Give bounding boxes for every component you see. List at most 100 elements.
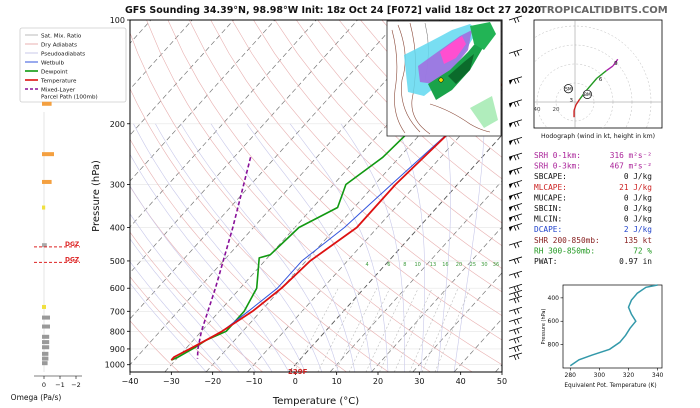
dry-adiabat-line xyxy=(338,20,502,180)
wind-barb-staff xyxy=(508,256,523,262)
wind-barb-pennant xyxy=(509,194,513,201)
hodograph-segment xyxy=(575,98,581,106)
x-tick-label: −10 xyxy=(246,377,263,386)
legend-label: Pseudoadiabats xyxy=(41,51,85,57)
legend-label: Sat. Mix. Ratio xyxy=(41,33,82,39)
mix-ratio-label: 10 xyxy=(414,262,420,268)
wind-barb-flag xyxy=(513,169,517,175)
omega-bar xyxy=(42,340,50,345)
dry-adiabat-line xyxy=(317,20,502,202)
theta-e-x-tick-label: 280 xyxy=(565,372,577,379)
legend-label: Dewpoint xyxy=(41,69,68,75)
parcel-path-line xyxy=(196,157,252,359)
wind-barb-pennant xyxy=(509,139,513,146)
wind-barb-flag xyxy=(516,224,520,230)
omega-bar xyxy=(42,243,47,248)
isotherm-line xyxy=(130,20,193,90)
storm-motion-label: SM xyxy=(565,87,572,93)
y-tick-label: 500 xyxy=(110,257,125,266)
wind-barb-flag xyxy=(513,51,517,57)
wind-barb-flag xyxy=(516,291,520,297)
index-label: MLCIN: xyxy=(534,215,562,224)
wind-barb-flag xyxy=(513,79,517,84)
wind-barb-flag xyxy=(513,122,517,127)
wind-barb-flag xyxy=(516,50,520,56)
x-tick-label: −40 xyxy=(122,377,139,386)
wind-barb-flag xyxy=(516,121,520,126)
wind-barb-flag xyxy=(516,258,520,264)
wind-barb-pennant xyxy=(509,182,513,189)
wind-barb-staff xyxy=(508,326,523,332)
wind-barb-pennant xyxy=(509,206,513,212)
pseudoadiabat-line xyxy=(130,261,223,372)
hodograph-segment xyxy=(612,58,619,67)
wind-barb-flag xyxy=(513,139,517,145)
mix-ratio-label: 4 xyxy=(365,262,368,268)
index-label: SRH 0-1km: xyxy=(534,151,581,160)
omega-bar xyxy=(42,152,54,157)
wind-barb-flag xyxy=(513,18,517,24)
wind-barb-staff xyxy=(508,317,523,323)
index-value: 0 J/kg xyxy=(624,172,652,181)
wind-barb-flag xyxy=(516,272,520,278)
pseudoadiabat-line xyxy=(133,123,306,372)
index-value: 72 % xyxy=(633,246,652,255)
hodograph-segment xyxy=(584,77,598,93)
index-label: MLCAPE: xyxy=(534,183,567,192)
wind-barb-staff xyxy=(508,344,523,350)
theta-e-y-label: Pressure (hPa) xyxy=(541,309,547,345)
index-label: SBCAPE: xyxy=(534,172,567,181)
hodograph-segment xyxy=(573,104,577,111)
mix-ratio-label: 13 xyxy=(430,262,436,268)
wind-barb-flag xyxy=(513,216,517,222)
index-value: 0 J/kg xyxy=(624,204,652,213)
isotherm-line xyxy=(288,134,502,372)
wind-barb-flag xyxy=(513,329,517,335)
wind-barb-flag xyxy=(516,354,520,360)
storm-motion-label: BM xyxy=(584,92,591,98)
wind-barb-flag xyxy=(513,338,517,344)
wind-barb-flag xyxy=(516,308,520,314)
omega-bar xyxy=(42,304,46,309)
wind-barb-flag xyxy=(513,286,517,292)
surface-temp-label: 229F xyxy=(288,368,308,376)
wind-barb-pennant xyxy=(509,226,513,232)
wind-barb-staff xyxy=(508,295,523,301)
theta-e-x-tick-label: 340 xyxy=(652,372,664,379)
dry-adiabat-line xyxy=(146,20,473,372)
temperature-line xyxy=(170,82,502,361)
hodograph-ring-label: 40 xyxy=(534,107,541,113)
x-axis-label: Temperature (°C) xyxy=(272,396,359,407)
omega-bar xyxy=(42,351,49,356)
index-value: 2 J/kg xyxy=(624,225,652,234)
legend-label: Parcel Path (100mb) xyxy=(41,94,98,100)
dry-adiabat-line xyxy=(231,20,502,293)
dry-adiabat-line xyxy=(130,231,263,372)
theta-e-x-tick-label: 320 xyxy=(623,372,635,379)
omega-bar xyxy=(42,361,48,366)
pseudoadiabat-line xyxy=(130,238,240,372)
pseudoadiabat-line xyxy=(394,123,425,372)
dry-adiabat-line xyxy=(274,20,502,247)
wind-barb-flag xyxy=(516,318,520,324)
index-value: 0.97 in xyxy=(619,257,652,266)
brand-watermark: TROPICALTIDBITS.COM xyxy=(540,5,668,16)
theta-e-line xyxy=(569,284,658,367)
dry-adiabat-line xyxy=(296,20,502,224)
y-tick-label: 700 xyxy=(110,307,125,316)
index-value: 0 J/kg xyxy=(624,193,652,202)
mix-ratio-label: 25 xyxy=(470,262,476,268)
y-tick-label: 100 xyxy=(110,16,125,25)
pseudoadiabat-line xyxy=(180,123,339,372)
dry-adiabat-line xyxy=(130,32,431,372)
wind-barb-staff xyxy=(508,15,523,21)
wind-barb-flag xyxy=(516,297,520,303)
theta-e-frame xyxy=(562,284,663,369)
pseudoadiabat-line xyxy=(289,123,389,372)
hodograph-segment xyxy=(596,70,607,79)
index-label: SBCIN: xyxy=(534,204,562,213)
wind-barb-flag xyxy=(516,168,520,174)
wind-barb-flag xyxy=(516,78,520,83)
dry-adiabat-line xyxy=(189,20,502,341)
mix-ratio-label: 20 xyxy=(456,262,462,268)
